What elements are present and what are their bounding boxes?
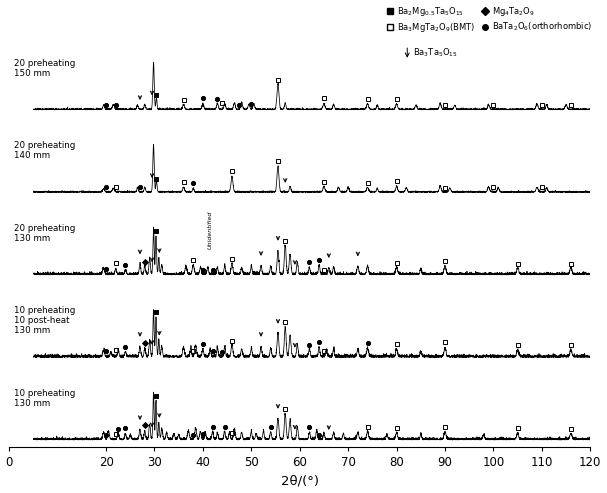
Text: 20 preheating: 20 preheating bbox=[14, 59, 75, 68]
Text: Ba$_3$Ta$_5$O$_{15}$: Ba$_3$Ta$_5$O$_{15}$ bbox=[413, 47, 458, 60]
Text: 130 mm: 130 mm bbox=[14, 234, 50, 243]
Text: 130 mm: 130 mm bbox=[14, 399, 50, 408]
Text: 10 preheating: 10 preheating bbox=[14, 306, 75, 315]
Text: 10 post-heat: 10 post-heat bbox=[14, 316, 70, 325]
Text: 130 mm: 130 mm bbox=[14, 326, 50, 335]
Text: 140 mm: 140 mm bbox=[14, 151, 50, 160]
X-axis label: 2θ/(°): 2θ/(°) bbox=[281, 474, 319, 488]
Text: 150 mm: 150 mm bbox=[14, 69, 50, 77]
Text: Unidentified: Unidentified bbox=[208, 211, 212, 249]
Text: 20 preheating: 20 preheating bbox=[14, 141, 75, 150]
Legend: Ba$_2$Mg$_{0.5}$Ta$_5$O$_{15}$, Ba$_3$MgTa$_2$O$_9$(BMT), Mg$_4$Ta$_2$O$_9$, BaT: Ba$_2$Mg$_{0.5}$Ta$_5$O$_{15}$, Ba$_3$Mg… bbox=[387, 5, 592, 34]
Text: 20 preheating: 20 preheating bbox=[14, 224, 75, 233]
Text: 10 preheating: 10 preheating bbox=[14, 388, 75, 398]
